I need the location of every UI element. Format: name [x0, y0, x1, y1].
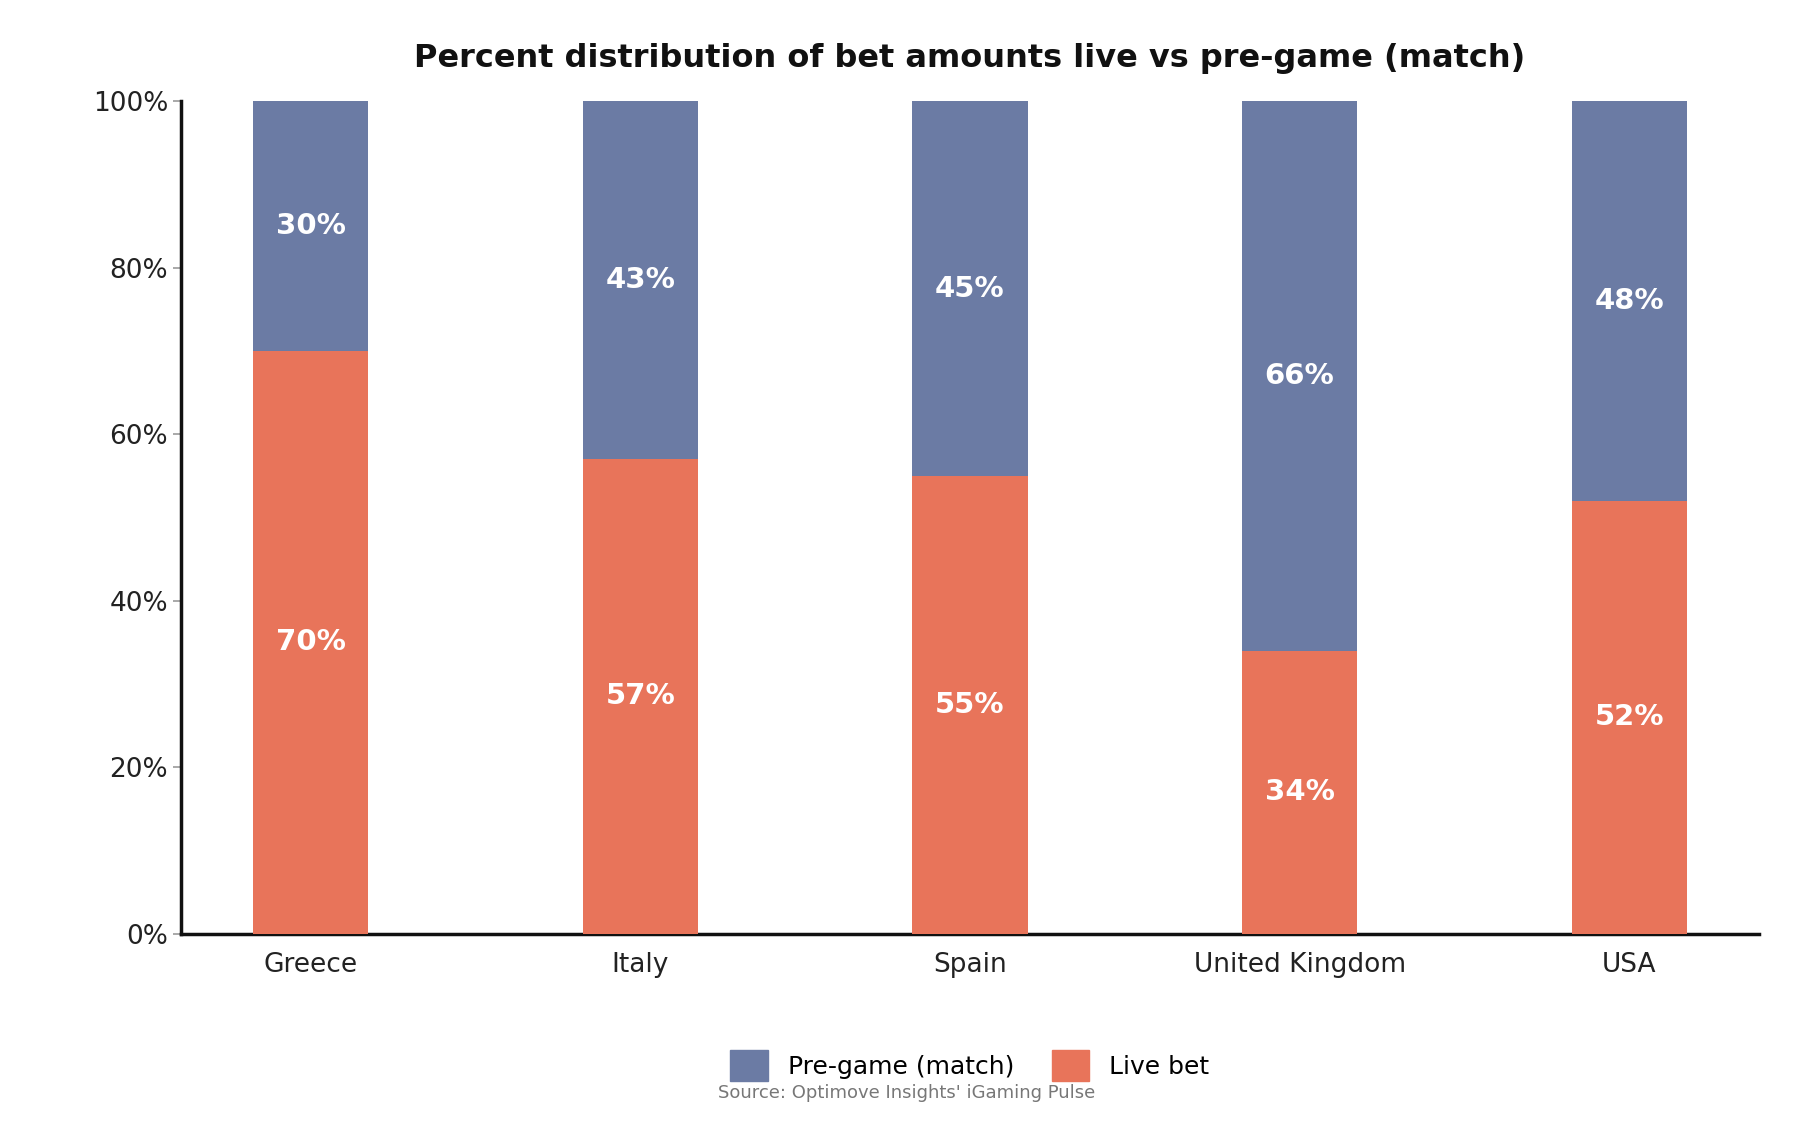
Bar: [582, 101, 698, 459]
Bar: [254, 101, 368, 351]
Text: 57%: 57%: [606, 683, 674, 711]
Text: Source: Optimove Insights' iGaming Pulse: Source: Optimove Insights' iGaming Pulse: [718, 1084, 1095, 1102]
Bar: [1572, 501, 1686, 934]
Text: 30%: 30%: [276, 213, 346, 240]
Title: Percent distribution of bet amounts live vs pre-game (match): Percent distribution of bet amounts live…: [415, 43, 1525, 73]
Text: 70%: 70%: [276, 629, 346, 656]
Text: 52%: 52%: [1594, 703, 1664, 731]
Bar: [1242, 650, 1358, 934]
Bar: [582, 459, 698, 934]
Bar: [1242, 101, 1358, 650]
Text: 34%: 34%: [1265, 778, 1334, 807]
Text: 48%: 48%: [1594, 287, 1664, 315]
Legend: Pre-game (match), Live bet: Pre-game (match), Live bet: [718, 1038, 1222, 1094]
Text: 55%: 55%: [936, 691, 1004, 719]
Text: 66%: 66%: [1265, 362, 1334, 390]
Bar: [912, 101, 1028, 476]
Bar: [254, 351, 368, 934]
Text: 43%: 43%: [606, 267, 674, 295]
Text: 45%: 45%: [936, 274, 1004, 303]
Bar: [912, 476, 1028, 934]
Bar: [1572, 101, 1686, 501]
